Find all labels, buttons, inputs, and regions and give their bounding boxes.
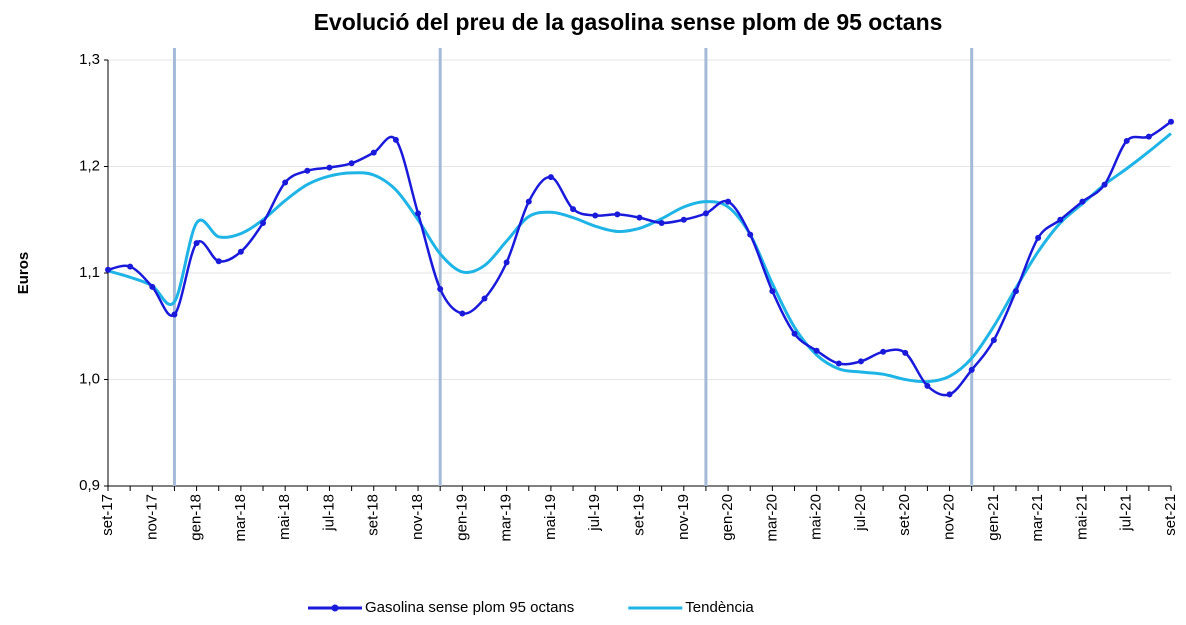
y-axis-label: Euros [15, 252, 32, 295]
x-tick-label: mar-20 [763, 494, 780, 542]
x-tick-label: set-19 [630, 494, 647, 536]
data-point [237, 248, 244, 255]
data-point [459, 310, 466, 317]
data-point [592, 212, 599, 219]
data-point [658, 219, 665, 226]
x-tick-label: mar-18 [232, 494, 249, 542]
x-tick-label: mai-21 [1073, 494, 1090, 540]
data-point [1012, 288, 1019, 295]
data-point [437, 285, 444, 292]
x-tick-label: set-17 [99, 494, 116, 536]
x-tick-label: gen-20 [719, 494, 736, 541]
data-point [791, 330, 798, 337]
x-tick-label: mar-21 [1029, 494, 1046, 542]
data-point [149, 283, 156, 290]
data-point [1101, 181, 1108, 188]
data-point [370, 149, 377, 156]
data-point [193, 240, 200, 247]
data-point [680, 216, 687, 223]
data-point [924, 382, 931, 389]
data-point [747, 231, 754, 238]
data-point [481, 295, 488, 302]
data-point [880, 348, 887, 355]
x-tick-label: set-20 [896, 494, 913, 536]
y-tick-label: 1,3 [79, 51, 100, 68]
data-point [1057, 216, 1064, 223]
x-tick-label: jul-19 [586, 494, 603, 532]
x-tick-label: gen-19 [453, 494, 470, 541]
data-point [725, 198, 732, 205]
data-point [547, 174, 554, 181]
data-point [636, 214, 643, 221]
y-tick-label: 0,9 [79, 477, 100, 494]
data-point [105, 266, 111, 273]
data-point [1168, 118, 1174, 125]
x-tick-label: nov-18 [409, 494, 426, 540]
legend-label: Gasolina sense plom 95 octans [365, 599, 574, 616]
x-tick-label: gen-18 [188, 494, 205, 541]
y-tick-label: 1,0 [79, 370, 100, 387]
x-tick-label: mai-18 [276, 494, 293, 540]
x-tick-label: jul-21 [1118, 494, 1135, 532]
data-point [1145, 133, 1152, 140]
data-point [282, 179, 289, 186]
x-tick-label: nov-19 [675, 494, 692, 540]
data-point [127, 263, 134, 270]
data-point [415, 210, 422, 217]
series-line [107, 120, 1172, 397]
data-point [614, 211, 621, 218]
data-point [1035, 234, 1042, 241]
data-point [946, 391, 953, 398]
x-tick-label: gen-21 [985, 494, 1002, 541]
data-point [503, 259, 510, 266]
data-point [769, 288, 776, 295]
series-line [107, 132, 1172, 384]
data-point [990, 337, 997, 344]
data-point [857, 358, 864, 365]
data-point [348, 160, 355, 167]
data-point [1123, 137, 1130, 144]
data-point [392, 136, 399, 143]
x-tick-label: mai-19 [542, 494, 559, 540]
y-tick-label: 1,2 [79, 157, 100, 174]
data-point [304, 167, 311, 174]
data-point [525, 198, 532, 205]
x-tick-label: set-21 [1162, 494, 1179, 536]
x-tick-label: nov-17 [143, 494, 160, 540]
x-tick-label: set-18 [365, 494, 382, 536]
data-point [1079, 198, 1086, 205]
data-point [702, 210, 709, 217]
x-tick-label: nov-20 [941, 494, 958, 540]
data-point [835, 360, 842, 367]
y-tick-label: 1,1 [79, 264, 100, 281]
data-point [968, 366, 975, 373]
x-tick-label: mai-20 [808, 494, 825, 540]
x-tick-label: jul-20 [852, 494, 869, 532]
data-point [260, 219, 267, 226]
data-point [902, 349, 909, 356]
legend-marker [331, 604, 339, 612]
x-tick-label: mar-19 [498, 494, 515, 542]
data-point [813, 347, 820, 354]
legend-label: Tendència [685, 599, 754, 616]
data-point [171, 311, 178, 318]
data-point [570, 206, 577, 213]
data-point [215, 258, 222, 265]
data-point [326, 164, 333, 171]
chart-title: Evolució del preu de la gasolina sense p… [314, 9, 943, 35]
x-tick-label: jul-18 [320, 494, 337, 532]
